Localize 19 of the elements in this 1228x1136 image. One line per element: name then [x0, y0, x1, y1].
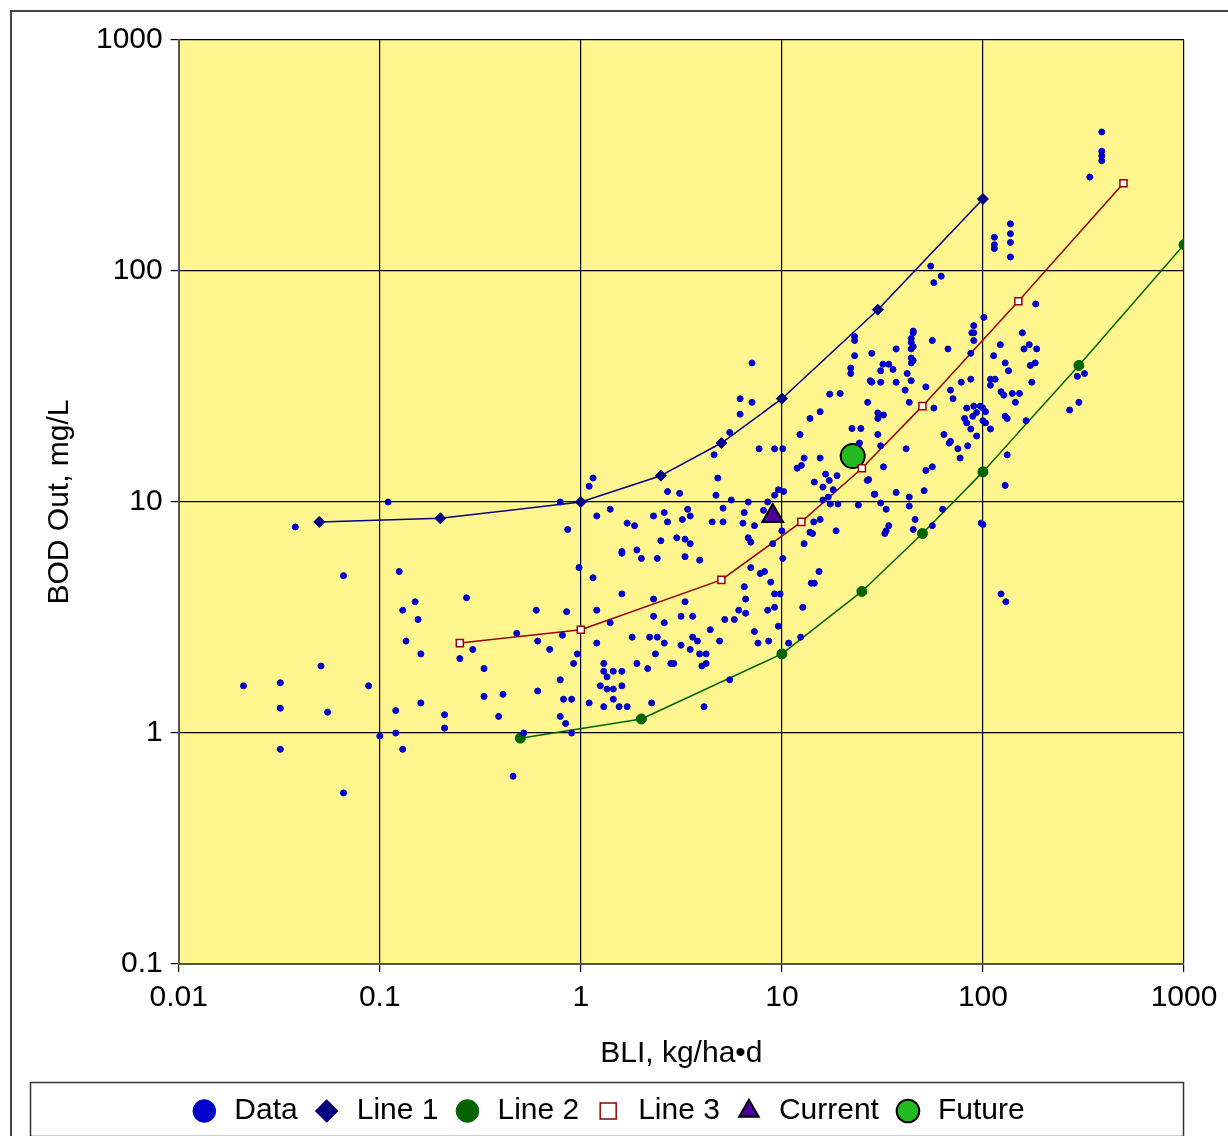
- legend-label: Data: [234, 1092, 299, 1126]
- legend-label: Line 1: [356, 1092, 439, 1126]
- y-tick-label: 0.1: [121, 945, 163, 979]
- x-tick-label: 10: [765, 979, 799, 1013]
- x-tick-label: 1: [572, 979, 590, 1013]
- x-axis-title: BLI, kg/ha•d: [600, 1035, 763, 1069]
- y-tick-label: 10: [129, 483, 163, 517]
- x-tick-label: 100: [957, 979, 1008, 1013]
- y-tick-label: 1000: [95, 21, 163, 55]
- legend-label: Line 2: [497, 1092, 580, 1126]
- legend-label: Line 3: [638, 1092, 720, 1126]
- y-tick-label: 100: [112, 252, 163, 286]
- y-axis-title: BOD Out, mg/L: [41, 399, 75, 605]
- y-tick-label: 1: [146, 714, 163, 748]
- x-tick-label: 1000: [1150, 979, 1218, 1013]
- legend-label: Future: [937, 1092, 1025, 1126]
- legend-label: Current: [778, 1092, 880, 1126]
- x-tick-label: 0.1: [358, 979, 401, 1013]
- x-tick-label: 0.01: [149, 979, 208, 1013]
